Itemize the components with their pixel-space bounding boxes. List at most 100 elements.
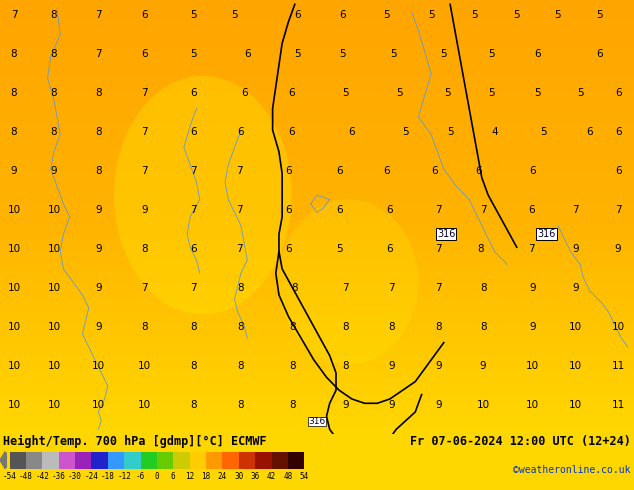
Text: 11: 11	[612, 362, 624, 371]
Bar	[91, 452, 108, 468]
Bar	[108, 452, 124, 468]
Text: 6: 6	[288, 127, 295, 137]
Text: 7: 7	[236, 245, 243, 254]
Bar	[124, 452, 141, 468]
Text: -36: -36	[52, 472, 65, 481]
Text: 5: 5	[342, 88, 349, 98]
Text: 9: 9	[573, 245, 579, 254]
Text: 8: 8	[11, 49, 17, 59]
Text: 8: 8	[51, 127, 57, 137]
Text: 5: 5	[488, 49, 495, 59]
Text: 6: 6	[431, 166, 437, 176]
Text: 8: 8	[480, 322, 486, 332]
Text: 5: 5	[514, 10, 520, 20]
Text: -30: -30	[68, 472, 82, 481]
Text: 10: 10	[8, 322, 20, 332]
Text: 9: 9	[51, 166, 57, 176]
Text: 48: 48	[283, 472, 292, 481]
Text: 9: 9	[389, 400, 395, 411]
Text: 7: 7	[141, 166, 148, 176]
Text: 10: 10	[569, 322, 582, 332]
Text: Fr 07-06-2024 12:00 UTC (12+24): Fr 07-06-2024 12:00 UTC (12+24)	[410, 435, 631, 448]
Text: 10: 10	[8, 245, 20, 254]
Text: 5: 5	[336, 245, 342, 254]
Text: 9: 9	[529, 283, 536, 294]
Text: 9: 9	[436, 362, 442, 371]
Bar	[173, 452, 190, 468]
Bar	[26, 452, 42, 468]
Text: 9: 9	[615, 245, 621, 254]
Text: 5: 5	[190, 49, 197, 59]
Text: 10: 10	[8, 400, 20, 411]
Text: 8: 8	[190, 322, 197, 332]
Text: 24: 24	[218, 472, 227, 481]
Text: 10: 10	[526, 362, 539, 371]
Text: 10: 10	[569, 362, 582, 371]
Text: 8: 8	[141, 245, 148, 254]
Text: 5: 5	[444, 88, 451, 98]
Text: 6: 6	[336, 166, 342, 176]
Text: 8: 8	[292, 283, 298, 294]
Text: 5: 5	[596, 10, 602, 20]
Text: 18: 18	[202, 472, 210, 481]
Text: 9: 9	[389, 362, 395, 371]
Text: -6: -6	[136, 472, 145, 481]
Text: 8: 8	[141, 322, 148, 332]
Text: 9: 9	[95, 205, 101, 215]
Bar	[288, 452, 304, 468]
Bar	[10, 452, 26, 468]
Text: Height/Temp. 700 hPa [gdmp][°C] ECMWF: Height/Temp. 700 hPa [gdmp][°C] ECMWF	[3, 435, 267, 448]
Bar	[58, 452, 75, 468]
Text: 42: 42	[267, 472, 276, 481]
Text: 8: 8	[290, 322, 296, 332]
Text: 9: 9	[342, 400, 349, 411]
Text: 6: 6	[339, 10, 346, 20]
Text: 8: 8	[51, 88, 57, 98]
Text: 6: 6	[285, 245, 292, 254]
Text: 7: 7	[528, 245, 534, 254]
Text: 6: 6	[615, 127, 621, 137]
Text: 8: 8	[238, 400, 244, 411]
Text: 7: 7	[141, 88, 148, 98]
Text: 5: 5	[231, 10, 238, 20]
Text: 5: 5	[471, 10, 477, 20]
Text: 5: 5	[441, 49, 447, 59]
Text: 316: 316	[437, 229, 455, 239]
Text: 4: 4	[491, 127, 498, 137]
Text: 8: 8	[11, 127, 17, 137]
Text: 10: 10	[8, 283, 20, 294]
Text: 6: 6	[295, 10, 301, 20]
Text: 6: 6	[288, 88, 295, 98]
Text: 10: 10	[138, 362, 151, 371]
Text: 30: 30	[234, 472, 243, 481]
Text: 9: 9	[529, 322, 536, 332]
Text: 5: 5	[396, 88, 403, 98]
Text: 6: 6	[141, 49, 148, 59]
Text: 5: 5	[428, 10, 434, 20]
Text: 7: 7	[436, 283, 442, 294]
Text: 8: 8	[480, 283, 486, 294]
Text: 5: 5	[488, 88, 495, 98]
Text: 10: 10	[48, 205, 60, 215]
Text: 6: 6	[349, 127, 355, 137]
Text: 9: 9	[141, 205, 148, 215]
Bar	[42, 452, 58, 468]
Text: 6: 6	[387, 245, 393, 254]
Text: 7: 7	[436, 205, 442, 215]
Text: 6: 6	[285, 205, 292, 215]
Text: 8: 8	[95, 88, 101, 98]
Text: 7: 7	[141, 127, 148, 137]
Text: 7: 7	[190, 205, 197, 215]
Ellipse shape	[114, 76, 292, 315]
Text: 8: 8	[436, 322, 442, 332]
Text: 5: 5	[390, 49, 396, 59]
Text: 10: 10	[477, 400, 489, 411]
Text: 5: 5	[403, 127, 409, 137]
Text: 10: 10	[8, 362, 20, 371]
Text: 10: 10	[569, 400, 582, 411]
Text: 8: 8	[290, 362, 296, 371]
Text: -12: -12	[117, 472, 131, 481]
Text: 8: 8	[238, 283, 244, 294]
Bar	[75, 452, 91, 468]
Text: 7: 7	[389, 283, 395, 294]
